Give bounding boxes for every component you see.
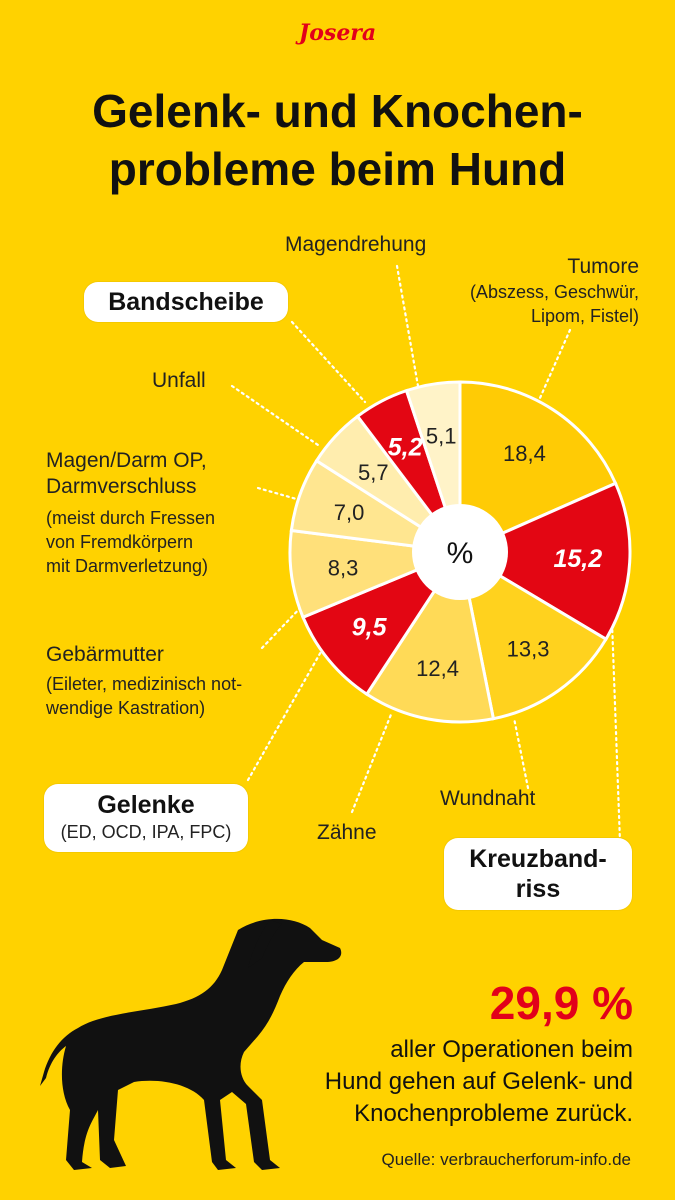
label-gelenke-sub: (ED, OCD, IPA, FPC) bbox=[60, 822, 232, 842]
pie-center-hole bbox=[412, 504, 508, 600]
pie-center-label: % bbox=[447, 537, 474, 570]
page-title: Gelenk- und Knochen- probleme beim Hund bbox=[20, 82, 655, 198]
label-zaehne: Zähne bbox=[317, 821, 377, 844]
stat-text: aller Operationen beim Hund gehen auf Ge… bbox=[325, 1034, 633, 1130]
label-gelenke-pill: Gelenke (ED, OCD, IPA, FPC) bbox=[44, 784, 248, 852]
title-line-1: Gelenk- und Knochen- bbox=[92, 85, 583, 137]
pie-value-label: 13,3 bbox=[507, 636, 550, 661]
label-bandscheibe-pill: Bandscheibe bbox=[84, 282, 288, 322]
pie-value-label: 12,4 bbox=[416, 656, 459, 681]
pie-value-label: 18,4 bbox=[503, 441, 546, 466]
label-bandscheibe: Bandscheibe bbox=[108, 288, 264, 316]
label-tumore: Tumore (Abszess, Geschwür, Lipom, Fistel… bbox=[470, 254, 639, 328]
leader-tumore bbox=[538, 328, 572, 400]
label-gebaermutter: Gebärmutter (Eileter, medizinisch not- w… bbox=[46, 642, 242, 720]
dog-silhouette-icon bbox=[40, 918, 342, 1170]
stat-line-3: Knochenprobleme zurück. bbox=[354, 1100, 633, 1127]
label-magendarm-sub-1: (meist durch Fressen bbox=[46, 508, 216, 528]
pie-slice bbox=[456, 481, 632, 642]
stat-value: 29,9 % bbox=[489, 977, 633, 1029]
label-magendrehung: Magendrehung bbox=[285, 233, 427, 256]
label-gelenke: Gelenke bbox=[97, 791, 195, 819]
source-text: Quelle: verbraucherforum-info.de bbox=[381, 1150, 631, 1169]
leader-bandscheibe bbox=[290, 320, 367, 404]
pie-value-label: 5,7 bbox=[358, 460, 389, 485]
pie-value-label: 5,1 bbox=[426, 424, 457, 449]
leader-gebaermutter bbox=[260, 602, 306, 650]
pie-value-label: 9,5 bbox=[352, 613, 388, 641]
pie-value-label: 5,2 bbox=[388, 434, 423, 462]
label-magendarm-sub-2: von Fremdkörpern bbox=[46, 532, 194, 552]
label-magendarm-line-2: Darmverschluss bbox=[46, 475, 197, 498]
label-magendarm-line-1: Magen/Darm OP, bbox=[46, 449, 207, 472]
pie-slice bbox=[457, 548, 609, 721]
label-unfall: Unfall bbox=[152, 369, 206, 392]
brand-logo: Josera bbox=[298, 20, 377, 46]
label-tumore-sub-1: (Abszess, Geschwür, bbox=[469, 282, 639, 302]
pie-slice bbox=[458, 380, 618, 555]
leader-lines bbox=[230, 264, 622, 844]
pie-value-label: 8,3 bbox=[328, 556, 359, 581]
label-kreuzband-pill: Kreuzband- riss bbox=[444, 838, 632, 910]
pie-value-labels: 18,4 15,2 13,3 12,4 9,5 8,3 7,0 5,75,2 5,1 bbox=[328, 424, 602, 681]
label-gebaermutter-title: Gebärmutter bbox=[46, 643, 164, 666]
leader-zaehne bbox=[350, 710, 394, 814]
dog-ear-icon bbox=[248, 920, 282, 968]
label-magendarm: Magen/Darm OP, Darmverschluss (meist dur… bbox=[46, 448, 215, 578]
stat-line-2: Hund gehen auf Gelenk- und bbox=[324, 1068, 633, 1095]
pie-value-label: 7,0 bbox=[334, 500, 365, 525]
label-wundnaht: Wundnaht bbox=[440, 787, 536, 810]
label-tumore-title: Tumore bbox=[567, 255, 639, 278]
title-line-2: probleme beim Hund bbox=[108, 143, 567, 195]
label-tumore-sub-2: Lipom, Fistel) bbox=[530, 306, 639, 326]
label-kreuzband-line-2: riss bbox=[515, 875, 561, 903]
leader-gelenke bbox=[246, 648, 324, 782]
label-gebaermutter-sub-2: wendige Kastration) bbox=[46, 698, 206, 718]
stat-line-1: aller Operationen beim bbox=[390, 1036, 633, 1063]
leader-magendrehung bbox=[395, 264, 420, 388]
leader-magendarm bbox=[256, 486, 302, 502]
leader-wundnaht bbox=[512, 716, 530, 790]
leader-unfall bbox=[230, 384, 320, 447]
label-kreuzband-line-1: Kreuzband- bbox=[469, 845, 607, 873]
leader-kreuzband bbox=[610, 620, 622, 844]
label-magendarm-sub-3: mit Darmverletzung) bbox=[46, 556, 209, 576]
label-gebaermutter-sub-1: (Eileter, medizinisch not- bbox=[46, 674, 243, 694]
pie-value-label: 15,2 bbox=[553, 545, 602, 573]
pie-slice bbox=[301, 548, 464, 697]
